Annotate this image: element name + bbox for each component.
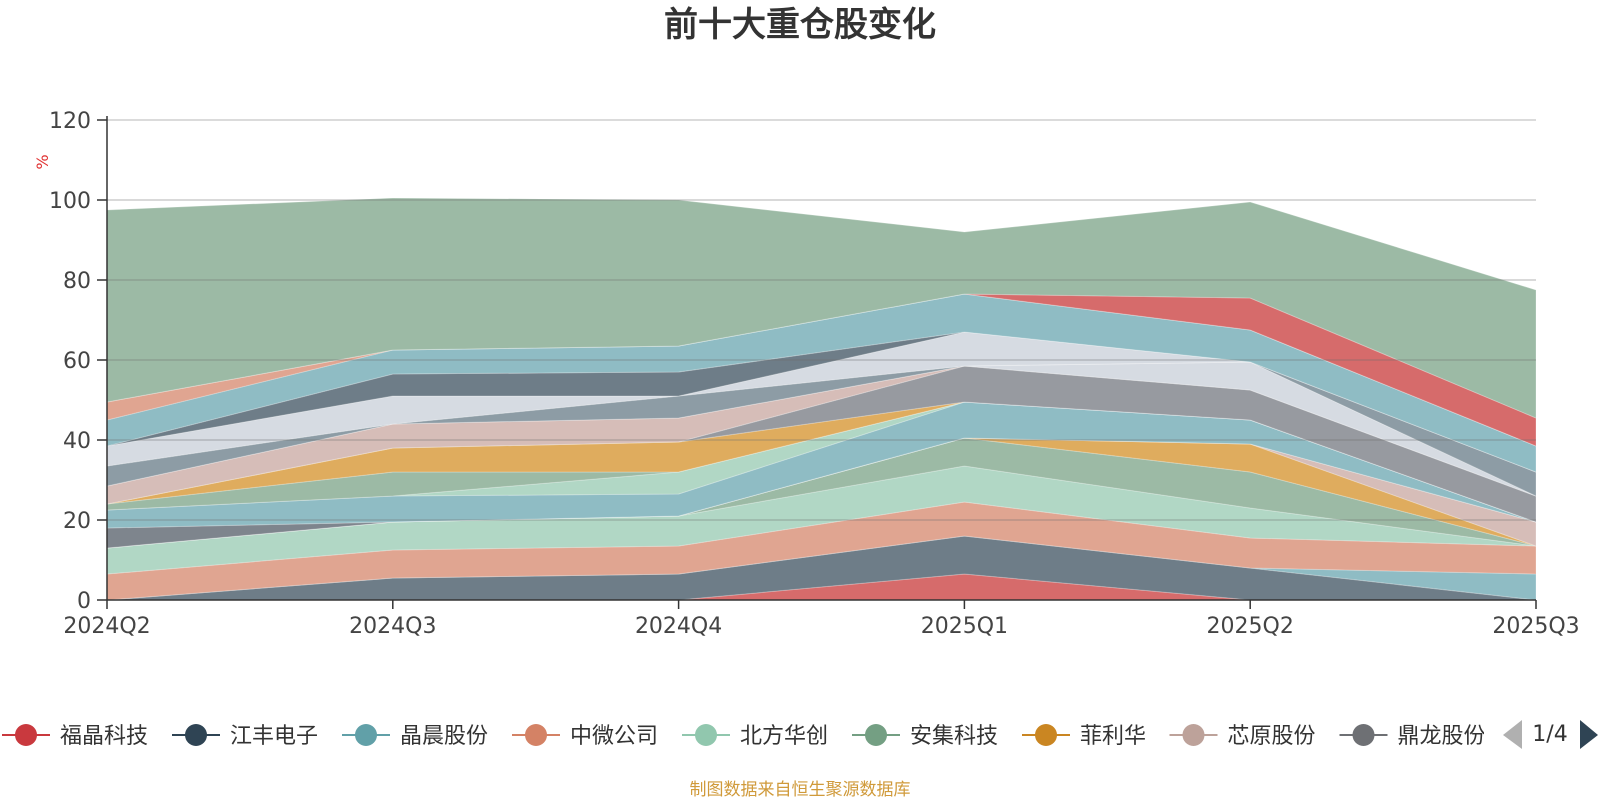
x-tick-label: 2025Q2 bbox=[1207, 614, 1294, 639]
legend-marker bbox=[185, 724, 207, 746]
legend-label: 鼎龙股份 bbox=[1398, 724, 1486, 749]
x-tick-label: 2024Q3 bbox=[349, 614, 436, 639]
legend-item[interactable]: 福晶科技 bbox=[2, 724, 148, 749]
y-tick-label: 20 bbox=[63, 509, 91, 534]
chart-title: 前十大重仓股变化 bbox=[664, 5, 936, 45]
x-tick-label: 2024Q2 bbox=[63, 614, 150, 639]
legend-label: 江丰电子 bbox=[230, 724, 318, 749]
legend-item[interactable]: 芯原股份 bbox=[1169, 724, 1316, 749]
legend-page-indicator: 1/4 bbox=[1532, 722, 1567, 747]
axes: 0 20 40 60 80 100 120 2024Q2 2024Q3 2024Q4 2025Q1 2… bbox=[49, 109, 1580, 639]
legend-items: 福晶科技 江丰电子 晶晨股份 中微公司 北方华创 安集科技 菲利华 芯原股份 鼎龙股份 bbox=[2, 724, 1486, 749]
y-tick-label: 60 bbox=[63, 349, 91, 374]
legend-item[interactable]: 北方华创 bbox=[682, 724, 828, 749]
legend-item[interactable]: 晶晨股份 bbox=[342, 724, 488, 749]
legend-marker bbox=[15, 724, 37, 746]
y-axis-unit: % bbox=[33, 154, 52, 169]
legend-label: 晶晨股份 bbox=[400, 724, 488, 749]
y-tick-label: 80 bbox=[63, 269, 91, 294]
legend-marker bbox=[525, 724, 547, 746]
triangle-left-icon[interactable] bbox=[1503, 720, 1522, 749]
legend-label: 芯原股份 bbox=[1228, 724, 1316, 749]
area-series-group bbox=[106, 197, 1537, 601]
legend-label: 安集科技 bbox=[910, 724, 998, 749]
legend: 福晶科技 江丰电子 晶晨股份 中微公司 北方华创 安集科技 菲利华 芯原股份 鼎龙股份 bbox=[2, 724, 1486, 749]
y-tick-label: 0 bbox=[77, 589, 91, 614]
y-tick-label: 100 bbox=[49, 189, 91, 214]
area-22 bbox=[106, 197, 1537, 419]
triangle-right-icon[interactable] bbox=[1580, 720, 1598, 749]
y-tick-label: 40 bbox=[63, 429, 91, 454]
legend-item[interactable]: 菲利华 bbox=[1022, 724, 1146, 749]
legend-marker bbox=[1352, 724, 1375, 746]
legend-marker bbox=[1182, 724, 1205, 746]
x-tick-label: 2025Q3 bbox=[1492, 614, 1579, 639]
area-4 bbox=[106, 465, 1537, 575]
area-13 bbox=[106, 365, 1537, 523]
legend-label: 中微公司 bbox=[570, 724, 658, 749]
legend-label: 福晶科技 bbox=[60, 724, 148, 749]
x-tick-label: 2024Q4 bbox=[635, 614, 722, 639]
legend-marker bbox=[1035, 724, 1057, 746]
legend-item[interactable]: 中微公司 bbox=[512, 724, 658, 749]
area-9 bbox=[106, 401, 1537, 529]
legend-pager: 1/4 bbox=[1503, 720, 1598, 749]
legend-marker bbox=[695, 724, 717, 746]
x-tick-label: 2025Q1 bbox=[921, 614, 1008, 639]
legend-item[interactable]: 鼎龙股份 bbox=[1339, 724, 1486, 749]
legend-marker bbox=[865, 724, 887, 746]
legend-label: 菲利华 bbox=[1080, 724, 1146, 749]
legend-item[interactable]: 江丰电子 bbox=[172, 724, 318, 749]
legend-marker bbox=[355, 724, 377, 746]
grid-lines bbox=[107, 119, 1536, 521]
legend-label: 北方华创 bbox=[740, 724, 828, 749]
source-note: 制图数据来自恒生聚源数据库 bbox=[690, 780, 911, 800]
area-7 bbox=[106, 437, 1537, 549]
legend-item[interactable]: 安集科技 bbox=[852, 724, 998, 749]
y-tick-label: 120 bbox=[49, 109, 91, 134]
